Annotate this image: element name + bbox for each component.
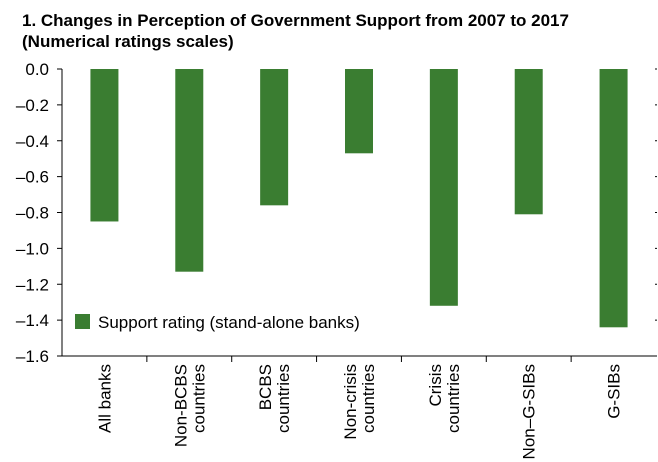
x-tick-label: Non-crisis [341,364,360,440]
bar [175,69,204,272]
y-tick-label: –1.4 [16,311,49,330]
bar [429,69,458,306]
chart-title-text: 1. Changes in Perception of Government S… [22,11,569,30]
x-tick-label: Non-BCBS [171,364,190,447]
x-tick-label: countries [189,364,208,433]
bar [514,69,543,215]
chart-subtitle-text: (Numerical ratings scales) [22,32,234,51]
x-tick-label: All banks [95,364,114,433]
y-tick-label: –0.2 [16,96,49,115]
chart-title: 1. Changes in Perception of Government S… [22,10,652,52]
x-tick-label: G-SIBs [605,364,624,419]
x-tick-label: Non–G-SIBs [520,364,539,459]
y-tick-label: –0.6 [16,168,49,187]
y-tick-label: –0.8 [16,204,49,223]
bar [260,69,289,206]
bar [345,69,373,154]
bar [90,69,119,222]
y-tick-label: –1.6 [16,347,49,366]
y-tick-label: –1.2 [16,275,49,294]
bar [599,69,628,328]
x-tick-label: Crisis [426,364,445,407]
x-tick-label: countries [444,364,463,433]
x-tick-label: BCBS [256,364,275,410]
y-tick-label: –1.0 [16,239,49,258]
legend-label: Support rating (stand-alone banks) [98,313,360,332]
x-tick-label: countries [274,364,293,433]
legend-swatch [75,314,90,329]
y-tick-label: –0.4 [16,132,49,151]
x-tick-label: countries [359,364,378,433]
y-tick-label: 0.0 [25,60,49,79]
